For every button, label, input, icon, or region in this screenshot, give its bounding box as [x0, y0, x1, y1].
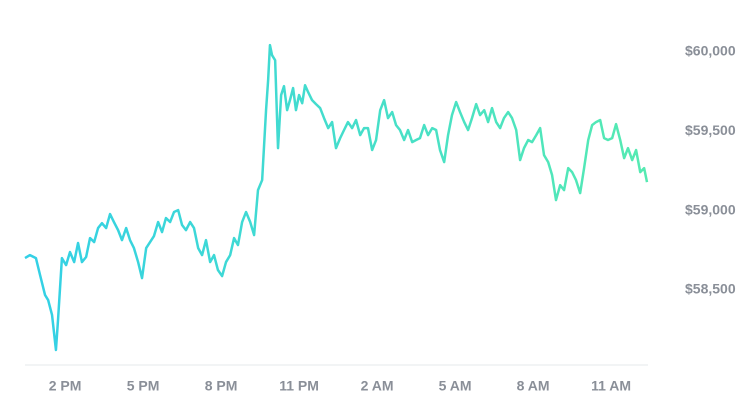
- y-tick-label: $59,500: [685, 122, 736, 138]
- x-tick-label: 5 AM: [439, 378, 472, 394]
- y-tick-label: $58,500: [685, 281, 736, 297]
- y-tick-label: $60,000: [685, 42, 736, 58]
- x-tick-label: 2 AM: [361, 378, 394, 394]
- x-tick-label: 5 PM: [127, 378, 160, 394]
- x-tick-label: 2 PM: [49, 378, 82, 394]
- x-tick-label: 11 PM: [279, 378, 319, 394]
- price-line: [24, 43, 649, 352]
- x-tick-label: 11 AM: [591, 378, 631, 394]
- x-tick-label: 8 PM: [205, 378, 238, 394]
- x-tick-label: 8 AM: [517, 378, 550, 394]
- y-tick-label: $59,000: [685, 201, 736, 217]
